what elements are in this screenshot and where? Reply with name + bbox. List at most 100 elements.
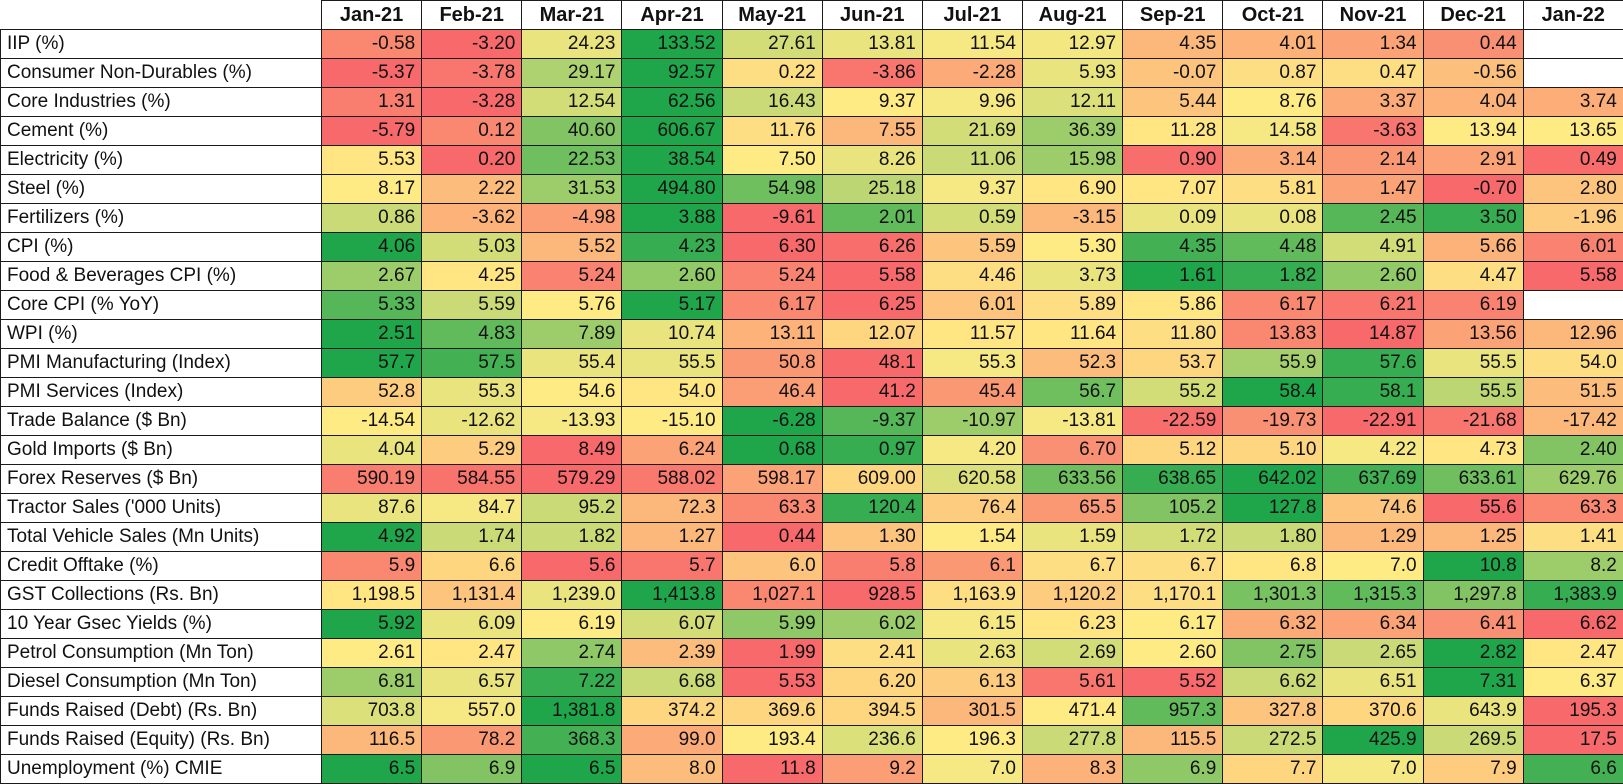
heat-cell: -17.42: [1522, 406, 1623, 436]
column-header: Jan-21: [320, 0, 423, 30]
heat-cell: 0.97: [821, 435, 923, 465]
heat-cell: 6.6: [1522, 754, 1623, 784]
heat-cell: 0.47: [1322, 58, 1424, 88]
heat-cell: -3.28: [421, 87, 523, 117]
heat-cell: 13.65: [1522, 116, 1623, 146]
heat-cell: 3.50: [1422, 203, 1524, 233]
heat-cell: 609.00: [821, 464, 923, 494]
heat-cell: 637.69: [1322, 464, 1424, 494]
heat-cell: 5.33: [320, 290, 423, 320]
heat-cell: 25.18: [821, 174, 923, 204]
table-row: Funds Raised (Equity) (Rs. Bn) 116.5 78.2 3…: [0, 725, 1623, 755]
heat-cell: 2.61: [320, 638, 423, 668]
row-label: Gold Imports ($ Bn): [0, 435, 322, 465]
heat-cell: 4.20: [921, 435, 1023, 465]
heat-cell: 6.62: [1222, 667, 1324, 697]
heat-cell: 55.3: [421, 377, 523, 407]
heat-cell: 105.2: [1122, 493, 1224, 523]
heat-cell: 9.2: [821, 754, 923, 784]
heat-cell: 5.89: [1021, 290, 1124, 320]
heat-cell: 54.6: [521, 377, 623, 407]
heat-cell: 1,381.8: [521, 696, 623, 726]
heat-cell: 633.56: [1021, 464, 1124, 494]
heat-cell: [1522, 29, 1623, 59]
heat-cell: 7.0: [1322, 551, 1424, 581]
heat-cell: 2.63: [921, 638, 1023, 668]
heat-cell: 629.76: [1522, 464, 1623, 494]
heat-cell: 36.39: [1021, 116, 1124, 146]
heat-cell: 2.69: [1021, 638, 1124, 668]
heat-cell: 3.74: [1522, 87, 1623, 117]
heat-cell: 0.59: [921, 203, 1023, 233]
heat-cell: -14.54: [320, 406, 423, 436]
heat-cell: -6.28: [721, 406, 823, 436]
heat-cell: 5.58: [1522, 261, 1623, 291]
heat-cell: 58.4: [1222, 377, 1324, 407]
row-label: Forex Reserves ($ Bn): [0, 464, 322, 494]
heat-cell: 6.1: [921, 551, 1023, 581]
row-label: Electricity (%): [0, 145, 322, 175]
heat-cell: 2.75: [1222, 638, 1324, 668]
row-label: CPI (%): [0, 232, 322, 262]
heat-cell: 65.5: [1021, 493, 1124, 523]
heat-cell: 12.96: [1522, 319, 1623, 349]
heat-cell: -3.15: [1021, 203, 1124, 233]
heat-cell: 2.01: [821, 203, 923, 233]
heat-cell: 2.22: [421, 174, 523, 204]
heat-cell: 2.65: [1322, 638, 1424, 668]
column-header: Aug-21: [1021, 0, 1124, 30]
row-label: Unemployment (%) CMIE: [0, 754, 322, 784]
heat-cell: 6.30: [721, 232, 823, 262]
heatmap-body: IIP (%) -0.58 -3.20 24.23 133.52 27.61 13.81 11…: [0, 29, 1623, 784]
heat-cell: -2.28: [921, 58, 1023, 88]
heat-cell: 606.67: [621, 116, 723, 146]
heat-cell: 4.06: [320, 232, 423, 262]
column-header: Jun-21: [821, 0, 923, 30]
heat-cell: 1,170.1: [1122, 580, 1224, 610]
heat-cell: 78.2: [421, 725, 523, 755]
heat-cell: 5.24: [721, 261, 823, 291]
heat-cell: 56.7: [1021, 377, 1124, 407]
heat-cell: 6.41: [1422, 609, 1524, 639]
heat-cell: -9.61: [721, 203, 823, 233]
table-row: Petrol Consumption (Mn Ton) 2.61 2.47 2.74 2…: [0, 638, 1623, 668]
heat-cell: 6.81: [320, 667, 423, 697]
heat-cell: -22.91: [1322, 406, 1424, 436]
heat-cell: 5.12: [1122, 435, 1224, 465]
heat-cell: 5.86: [1122, 290, 1224, 320]
heat-cell: 590.19: [320, 464, 423, 494]
heat-cell: 11.8: [721, 754, 823, 784]
heat-cell: 6.17: [721, 290, 823, 320]
heat-cell: 5.17: [621, 290, 723, 320]
heat-cell: 6.23: [1021, 609, 1124, 639]
heat-cell: 6.09: [421, 609, 523, 639]
heat-cell: 13.83: [1222, 319, 1324, 349]
heat-cell: 5.93: [1021, 58, 1124, 88]
heat-cell: -0.56: [1422, 58, 1524, 88]
heat-cell: 14.87: [1322, 319, 1424, 349]
heat-cell: 38.54: [621, 145, 723, 175]
heat-cell: 54.0: [621, 377, 723, 407]
heat-cell: 5.29: [421, 435, 523, 465]
row-label: Fertilizers (%): [0, 203, 322, 233]
heat-cell: -9.37: [821, 406, 923, 436]
table-row: Funds Raised (Debt) (Rs. Bn) 703.8 557.0 1,…: [0, 696, 1623, 726]
heat-cell: -3.78: [421, 58, 523, 88]
row-label: WPI (%): [0, 319, 322, 349]
row-label: Food & Beverages CPI (%): [0, 261, 322, 291]
heat-cell: 5.6: [521, 551, 623, 581]
heat-cell: 11.64: [1021, 319, 1124, 349]
heat-cell: -1.96: [1522, 203, 1623, 233]
heat-cell: 54.98: [721, 174, 823, 204]
heat-cell: -12.62: [421, 406, 523, 436]
heat-cell: 643.9: [1422, 696, 1524, 726]
heat-cell: 1,198.5: [320, 580, 423, 610]
corner-cell: [0, 0, 322, 30]
heat-cell: 1.41: [1522, 522, 1623, 552]
heat-cell: 45.4: [921, 377, 1023, 407]
heat-cell: 6.62: [1522, 609, 1623, 639]
heat-cell: 5.44: [1122, 87, 1224, 117]
heat-cell: 57.5: [421, 348, 523, 378]
heat-cell: 48.1: [821, 348, 923, 378]
heat-cell: 1,383.9: [1522, 580, 1623, 610]
